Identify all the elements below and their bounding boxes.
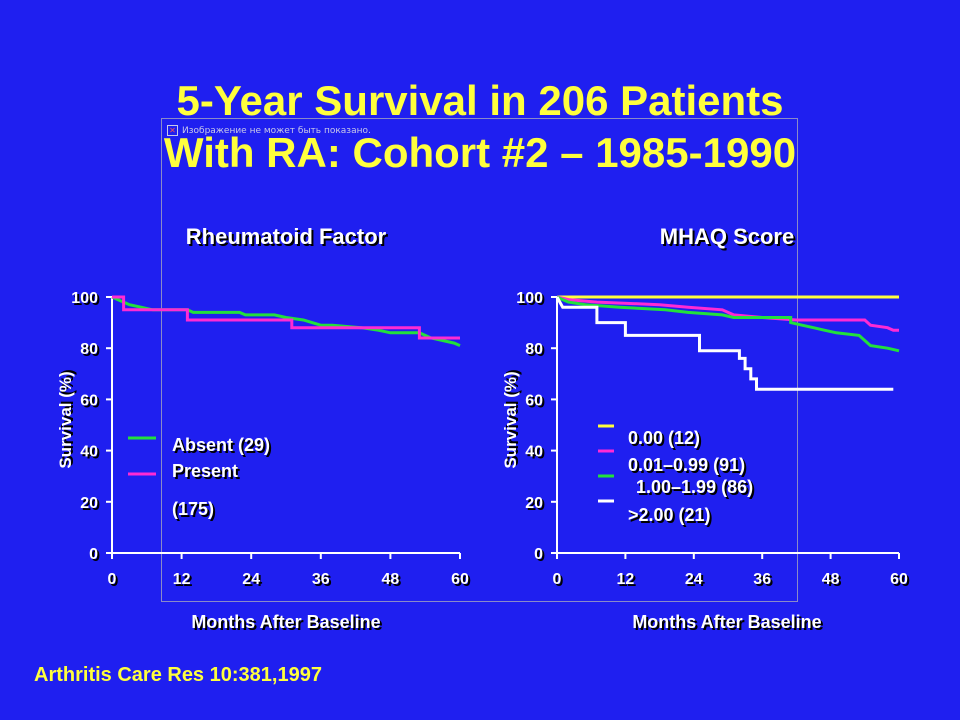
y-tick-label: 80 bbox=[80, 341, 98, 358]
x-tick-label: 60 bbox=[890, 571, 908, 588]
broken-image-text: Изображение не может быть показано. bbox=[182, 126, 371, 136]
image-placeholder-frame bbox=[161, 118, 798, 602]
y-tick-label: 20 bbox=[525, 495, 543, 512]
slide-title-line-1: 5-Year Survival in 206 Patients bbox=[176, 77, 784, 124]
citation: Arthritis Care Res 10:381,1997 bbox=[34, 664, 322, 686]
x-tick-label: 12 bbox=[173, 571, 191, 588]
x-tick-label: 60 bbox=[451, 571, 469, 588]
legend-label: >2.00 (21) bbox=[628, 505, 711, 525]
x-axis-label: Months After Baseline bbox=[191, 612, 380, 632]
series-line-4 bbox=[555, 296, 894, 391]
y-tick-label: 80 bbox=[525, 341, 543, 358]
series-line-1 bbox=[111, 295, 461, 347]
legend-label: 0.00 (12) bbox=[628, 428, 700, 448]
chart-2: MHAQ Score 0 20 40 60 80 100 0 12 24 36 48 60 Months … bbox=[501, 224, 908, 632]
y-tick-label: 20 bbox=[80, 495, 98, 512]
legend-label: Present bbox=[172, 461, 238, 481]
x-tick-label: 48 bbox=[822, 571, 840, 588]
slide-title-line-2: With RA: Cohort #2 – 1985-1990 bbox=[163, 129, 797, 176]
y-tick-label: 100 bbox=[71, 290, 98, 307]
y-tick-label: 0 bbox=[89, 546, 98, 563]
y-tick-label: 100 bbox=[516, 290, 543, 307]
chart-title: Rheumatoid Factor bbox=[186, 224, 387, 249]
broken-image-icon: ✕ bbox=[167, 125, 178, 136]
x-tick-label: 36 bbox=[312, 571, 330, 588]
x-tick-label: 0 bbox=[553, 571, 562, 588]
x-tick-label: 24 bbox=[242, 571, 260, 588]
y-tick-label: 0 bbox=[534, 546, 543, 563]
x-tick-label: 12 bbox=[617, 571, 635, 588]
y-tick-label: 60 bbox=[525, 392, 543, 409]
y-axis-label: Survival (%) bbox=[501, 371, 520, 468]
x-axis-label: Months After Baseline bbox=[632, 612, 821, 632]
legend-label: (175) bbox=[172, 499, 214, 519]
broken-image-notice: ✕ Изображение не может быть показано. bbox=[167, 125, 371, 136]
legend-label: Absent (29) bbox=[172, 435, 270, 455]
y-tick-label: 60 bbox=[80, 392, 98, 409]
series-line-3 bbox=[556, 295, 900, 353]
chart-1: Rheumatoid Factor 0 20 40 60 80 100 0 12 24 36 48 60… bbox=[56, 224, 469, 632]
series-line-2 bbox=[556, 295, 899, 332]
x-tick-label: 24 bbox=[685, 571, 703, 588]
x-tick-label: 0 bbox=[108, 571, 117, 588]
legend-label: 1.00–1.99 (86) bbox=[636, 477, 753, 497]
y-tick-label: 40 bbox=[525, 444, 543, 461]
x-tick-label: 36 bbox=[753, 571, 771, 588]
y-axis-label: Survival (%) bbox=[56, 371, 75, 468]
legend-label: 0.01–0.99 (91) bbox=[628, 455, 745, 475]
series-line-2 bbox=[112, 295, 460, 340]
x-tick-label: 48 bbox=[382, 571, 400, 588]
chart-title: MHAQ Score bbox=[660, 224, 794, 249]
y-tick-label: 40 bbox=[80, 444, 98, 461]
